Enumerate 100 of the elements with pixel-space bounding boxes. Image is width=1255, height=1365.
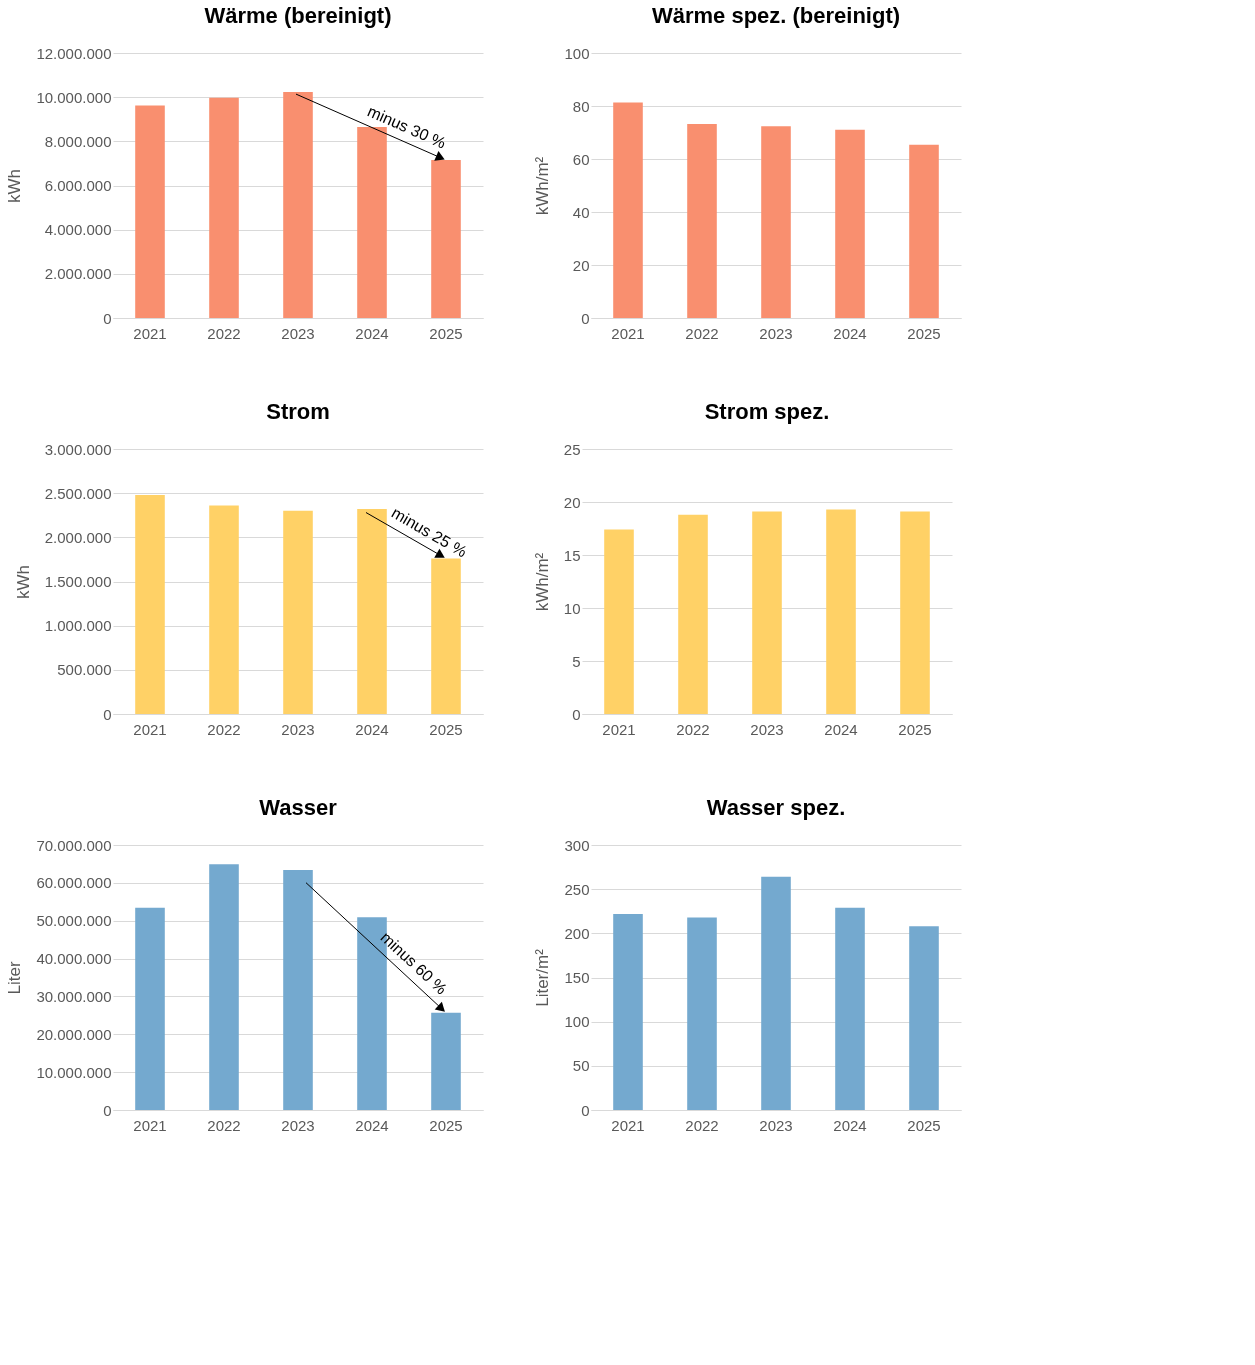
x-tick-label: 2024 <box>833 1116 867 1134</box>
x-tick-label: 2021 <box>602 720 636 738</box>
y-tick-label: 250 <box>564 880 590 898</box>
y-tick-label: 3.000.000 <box>44 440 112 458</box>
bar <box>835 907 865 1110</box>
bar <box>135 494 165 714</box>
chart-title: Wärme spez. (bereinigt) <box>651 3 901 28</box>
bar <box>752 511 782 714</box>
y-tick-label: 60.000.000 <box>36 874 112 892</box>
bar <box>826 509 856 714</box>
y-tick-label: 4.000.000 <box>44 221 112 239</box>
chart-title: Strom spez. <box>704 399 830 424</box>
x-tick-label: 2025 <box>429 720 463 738</box>
y-tick-label: 100 <box>564 44 590 62</box>
bar <box>909 926 939 1110</box>
bar <box>209 97 239 318</box>
bar <box>761 876 791 1110</box>
y-tick-label: 2.500.000 <box>44 484 112 502</box>
bar <box>283 92 313 318</box>
y-tick-label: 40.000.000 <box>36 950 112 968</box>
x-tick-label: 2023 <box>281 720 315 738</box>
y-tick-label: 10 <box>563 599 581 617</box>
bar <box>283 869 313 1110</box>
y-tick-label: 50 <box>572 1057 590 1075</box>
y-tick-label: 10.000.000 <box>36 88 112 106</box>
y-tick-label: 1.500.000 <box>44 573 112 590</box>
y-axis-title: kWh <box>13 565 33 599</box>
bar <box>357 509 387 714</box>
y-axis-title: Liter/m² <box>533 948 553 1007</box>
x-tick-label: 2025 <box>429 324 463 342</box>
y-tick-label: 70.000.000 <box>36 836 112 854</box>
x-tick-label: 2023 <box>281 1116 315 1134</box>
y-axis-title: Liter <box>5 961 25 995</box>
y-tick-label: 30.000.000 <box>36 987 112 1005</box>
bar <box>678 514 708 714</box>
x-tick-label: 2023 <box>281 324 315 342</box>
bar <box>909 144 939 318</box>
y-tick-label: 12.000.000 <box>36 44 112 62</box>
y-tick-label: 8.000.000 <box>44 132 112 150</box>
y-tick-label: 15 <box>563 546 581 564</box>
y-axis-title: kWh/m² <box>533 156 553 216</box>
y-tick-label: 5 <box>572 652 581 670</box>
x-tick-label: 2024 <box>355 720 389 738</box>
bar <box>431 1012 461 1110</box>
y-tick-label: 0 <box>103 309 112 327</box>
x-tick-label: 2025 <box>907 324 941 342</box>
x-tick-label: 2023 <box>759 1116 793 1134</box>
x-tick-label: 2024 <box>824 720 858 738</box>
bar <box>613 913 643 1110</box>
x-tick-label: 2022 <box>207 1116 241 1134</box>
y-tick-label: 2.000.000 <box>44 528 112 546</box>
bar <box>431 558 461 714</box>
bar <box>209 505 239 714</box>
y-tick-label: 100 <box>564 1013 590 1031</box>
y-tick-label: 0 <box>581 1101 590 1119</box>
x-tick-label: 2024 <box>355 1116 389 1134</box>
bar <box>209 864 239 1110</box>
y-axis-title: kWh/m² <box>532 552 552 612</box>
y-tick-label: 10.000.000 <box>36 1063 112 1081</box>
bar <box>431 160 461 318</box>
x-tick-label: 2025 <box>429 1116 463 1134</box>
y-tick-label: 6.000.000 <box>44 177 112 194</box>
x-tick-label: 2023 <box>750 720 784 738</box>
x-tick-label: 2021 <box>611 324 645 342</box>
x-tick-label: 2021 <box>133 720 167 738</box>
bar <box>604 529 634 714</box>
x-tick-label: 2022 <box>676 720 710 738</box>
y-axis-title: kWh <box>5 169 25 203</box>
y-tick-label: 0 <box>103 705 112 723</box>
y-tick-label: 500.000 <box>57 661 112 679</box>
chart-title: Wasser spez. <box>706 795 846 820</box>
y-tick-label: 2.000.000 <box>44 265 112 283</box>
x-tick-label: 2022 <box>685 1116 719 1134</box>
y-tick-label: 40 <box>572 203 590 221</box>
bar <box>835 129 865 318</box>
bar <box>761 126 791 318</box>
y-tick-label: 300 <box>564 836 590 854</box>
chart-title: Strom <box>266 399 330 424</box>
x-tick-label: 2022 <box>207 324 241 342</box>
bar <box>687 917 717 1110</box>
y-tick-label: 60 <box>572 150 590 168</box>
x-tick-label: 2023 <box>759 324 793 342</box>
x-tick-label: 2021 <box>133 1116 167 1134</box>
bar <box>687 124 717 318</box>
chart-title: Wärme (bereinigt) <box>204 3 392 28</box>
y-tick-label: 80 <box>572 97 590 115</box>
x-tick-label: 2022 <box>685 324 719 342</box>
y-tick-label: 20.000.000 <box>36 1025 112 1043</box>
y-tick-label: 150 <box>564 969 590 986</box>
x-tick-label: 2024 <box>355 324 389 342</box>
y-tick-label: 200 <box>564 924 590 942</box>
x-tick-label: 2025 <box>898 720 932 738</box>
y-tick-label: 1.000.000 <box>44 617 112 635</box>
y-tick-label: 0 <box>581 309 590 327</box>
x-tick-label: 2025 <box>907 1116 941 1134</box>
annotation: minus 30 % <box>365 102 449 152</box>
y-tick-label: 20 <box>572 256 590 274</box>
y-tick-label: 25 <box>563 440 581 458</box>
bar <box>900 511 930 714</box>
bar <box>135 907 165 1110</box>
